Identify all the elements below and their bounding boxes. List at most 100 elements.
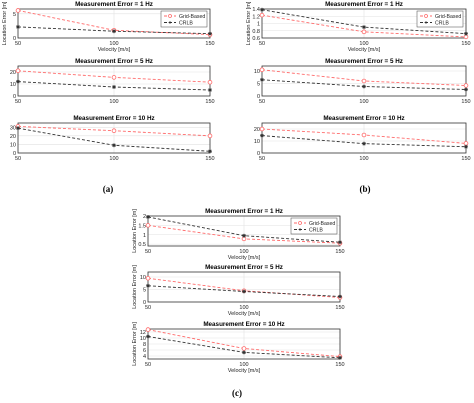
data-point-crlb [208, 88, 212, 92]
data-point-grid-based [15, 68, 21, 74]
y-tick-label: 10 [10, 142, 16, 148]
data-point-grid-based [111, 75, 117, 80]
data-point-crlb [112, 143, 116, 148]
data-point-crlb [208, 31, 212, 36]
y-axis-label: Location Error [m] [132, 265, 138, 309]
x-tick-label: 150 [205, 156, 214, 162]
data-point-grid-based [241, 346, 247, 351]
data-point-crlb [16, 126, 20, 131]
y-tick-label: 1 [143, 233, 146, 239]
x-tick-label: 50 [145, 249, 151, 255]
y-tick-label: 5 [257, 82, 260, 88]
subplot-title: Measurement Error = 10 Hz [73, 115, 154, 122]
x-tick-label: 100 [239, 305, 248, 311]
data-point-crlb [260, 133, 264, 138]
x-tick-label: 100 [359, 156, 368, 162]
data-point-crlb [242, 350, 246, 355]
subplot-b-2: Measurement Error = 5 Hz 50 100 150 0 5 10 [254, 58, 471, 105]
y-tick-label: 0 [257, 94, 260, 100]
x-tick-label: 50 [145, 305, 151, 311]
x-axis-label: Velocity [m/s] [348, 47, 381, 53]
x-tick-label: 50 [15, 156, 21, 162]
y-tick-label: 1 [257, 22, 260, 28]
data-point-crlb [464, 31, 468, 36]
y-tick-label: 0 [13, 151, 16, 157]
y-tick-label: 6 [143, 348, 146, 354]
axes-frame [17, 8, 211, 39]
data-point-grid-based [111, 128, 117, 134]
legend-box [290, 217, 338, 235]
x-tick-label: 50 [15, 99, 21, 105]
legend-marker-crlb [168, 21, 172, 24]
y-tick-label: 4 [143, 354, 146, 360]
series-line-crlb [261, 9, 467, 35]
y-tick-label: 20 [10, 70, 16, 76]
y-axis-label: Location Error [m] [246, 1, 252, 45]
x-tick-label: 100 [359, 41, 368, 47]
x-tick-label: 100 [109, 99, 118, 105]
x-tick-label: 100 [109, 41, 118, 47]
data-point-grid-based [361, 29, 367, 35]
subplot-b-1: Measurement Error = 1 Hz 50 100 150 0.60.81 1… [246, 1, 471, 53]
x-axis-label: Velocity [m/s] [228, 255, 261, 261]
y-tick-label: 8 [143, 342, 146, 348]
y-tick-label: 20 [10, 134, 16, 140]
data-point-grid-based [361, 78, 367, 84]
subplot-title: Measurement Error = 5 Hz [205, 264, 283, 271]
data-point-crlb [464, 87, 468, 92]
data-point-crlb [338, 240, 342, 245]
x-tick-label: 100 [359, 99, 368, 105]
y-tick-label: 0 [257, 151, 260, 157]
axes-frame [147, 215, 341, 247]
subplot-title: Measurement Error = 1 Hz [325, 1, 403, 8]
axes-frame [261, 8, 467, 39]
legend-marker-crlb [424, 21, 428, 24]
legend-marker-grid-based [298, 221, 302, 225]
data-point-crlb [338, 355, 342, 360]
data-point-crlb [362, 141, 366, 146]
data-point-crlb [146, 214, 150, 219]
data-point-grid-based [259, 67, 265, 73]
x-tick-label: 100 [239, 249, 248, 255]
y-tick-label: 20 [254, 127, 260, 133]
legend-label: Grid-Based [309, 221, 335, 227]
data-point-crlb [464, 144, 468, 149]
data-point-crlb [260, 7, 264, 12]
y-tick-label: 10 [140, 336, 146, 342]
y-axis-label: Location Error [m] [132, 322, 138, 366]
data-point-crlb [338, 294, 342, 299]
data-point-grid-based [259, 126, 265, 132]
x-tick-label: 50 [15, 41, 21, 47]
y-axis-label: Location Error [m] [132, 209, 138, 253]
data-point-crlb [362, 84, 366, 89]
y-tick-label: 10 [140, 275, 146, 281]
data-point-grid-based [463, 83, 469, 88]
subplot-c-2: Measurement Error = 5 Hz 50 100 150 0 5 10 Velo… [132, 264, 345, 317]
legend-marker-grid-based [168, 14, 172, 18]
subplot-b-3: Measurement Error = 10 Hz 50 100 150 0 10 20 [254, 115, 471, 162]
data-point-crlb [208, 149, 212, 154]
subplot-title: Measurement Error = 5 Hz [75, 58, 153, 65]
data-point-grid-based [361, 132, 367, 138]
data-point-grid-based [145, 275, 151, 281]
legend-label: Grid-Based [435, 14, 461, 20]
data-point-crlb [362, 25, 366, 30]
legend-label: Grid-Based [179, 14, 205, 20]
x-tick-label: 150 [205, 99, 214, 105]
data-point-grid-based [207, 133, 213, 139]
x-tick-label: 150 [335, 305, 344, 311]
data-point-crlb [16, 79, 20, 84]
data-point-crlb [260, 77, 264, 82]
x-tick-label: 50 [145, 362, 151, 368]
x-tick-label: 150 [461, 99, 470, 105]
y-tick-label: 0 [13, 94, 16, 100]
y-tick-label: 0.5 [138, 242, 146, 248]
x-tick-label: 50 [259, 99, 265, 105]
subplot-title: Measurement Error = 1 Hz [205, 208, 283, 215]
x-tick-label: 150 [335, 249, 344, 255]
x-axis-label: Velocity [m/s] [228, 368, 261, 374]
